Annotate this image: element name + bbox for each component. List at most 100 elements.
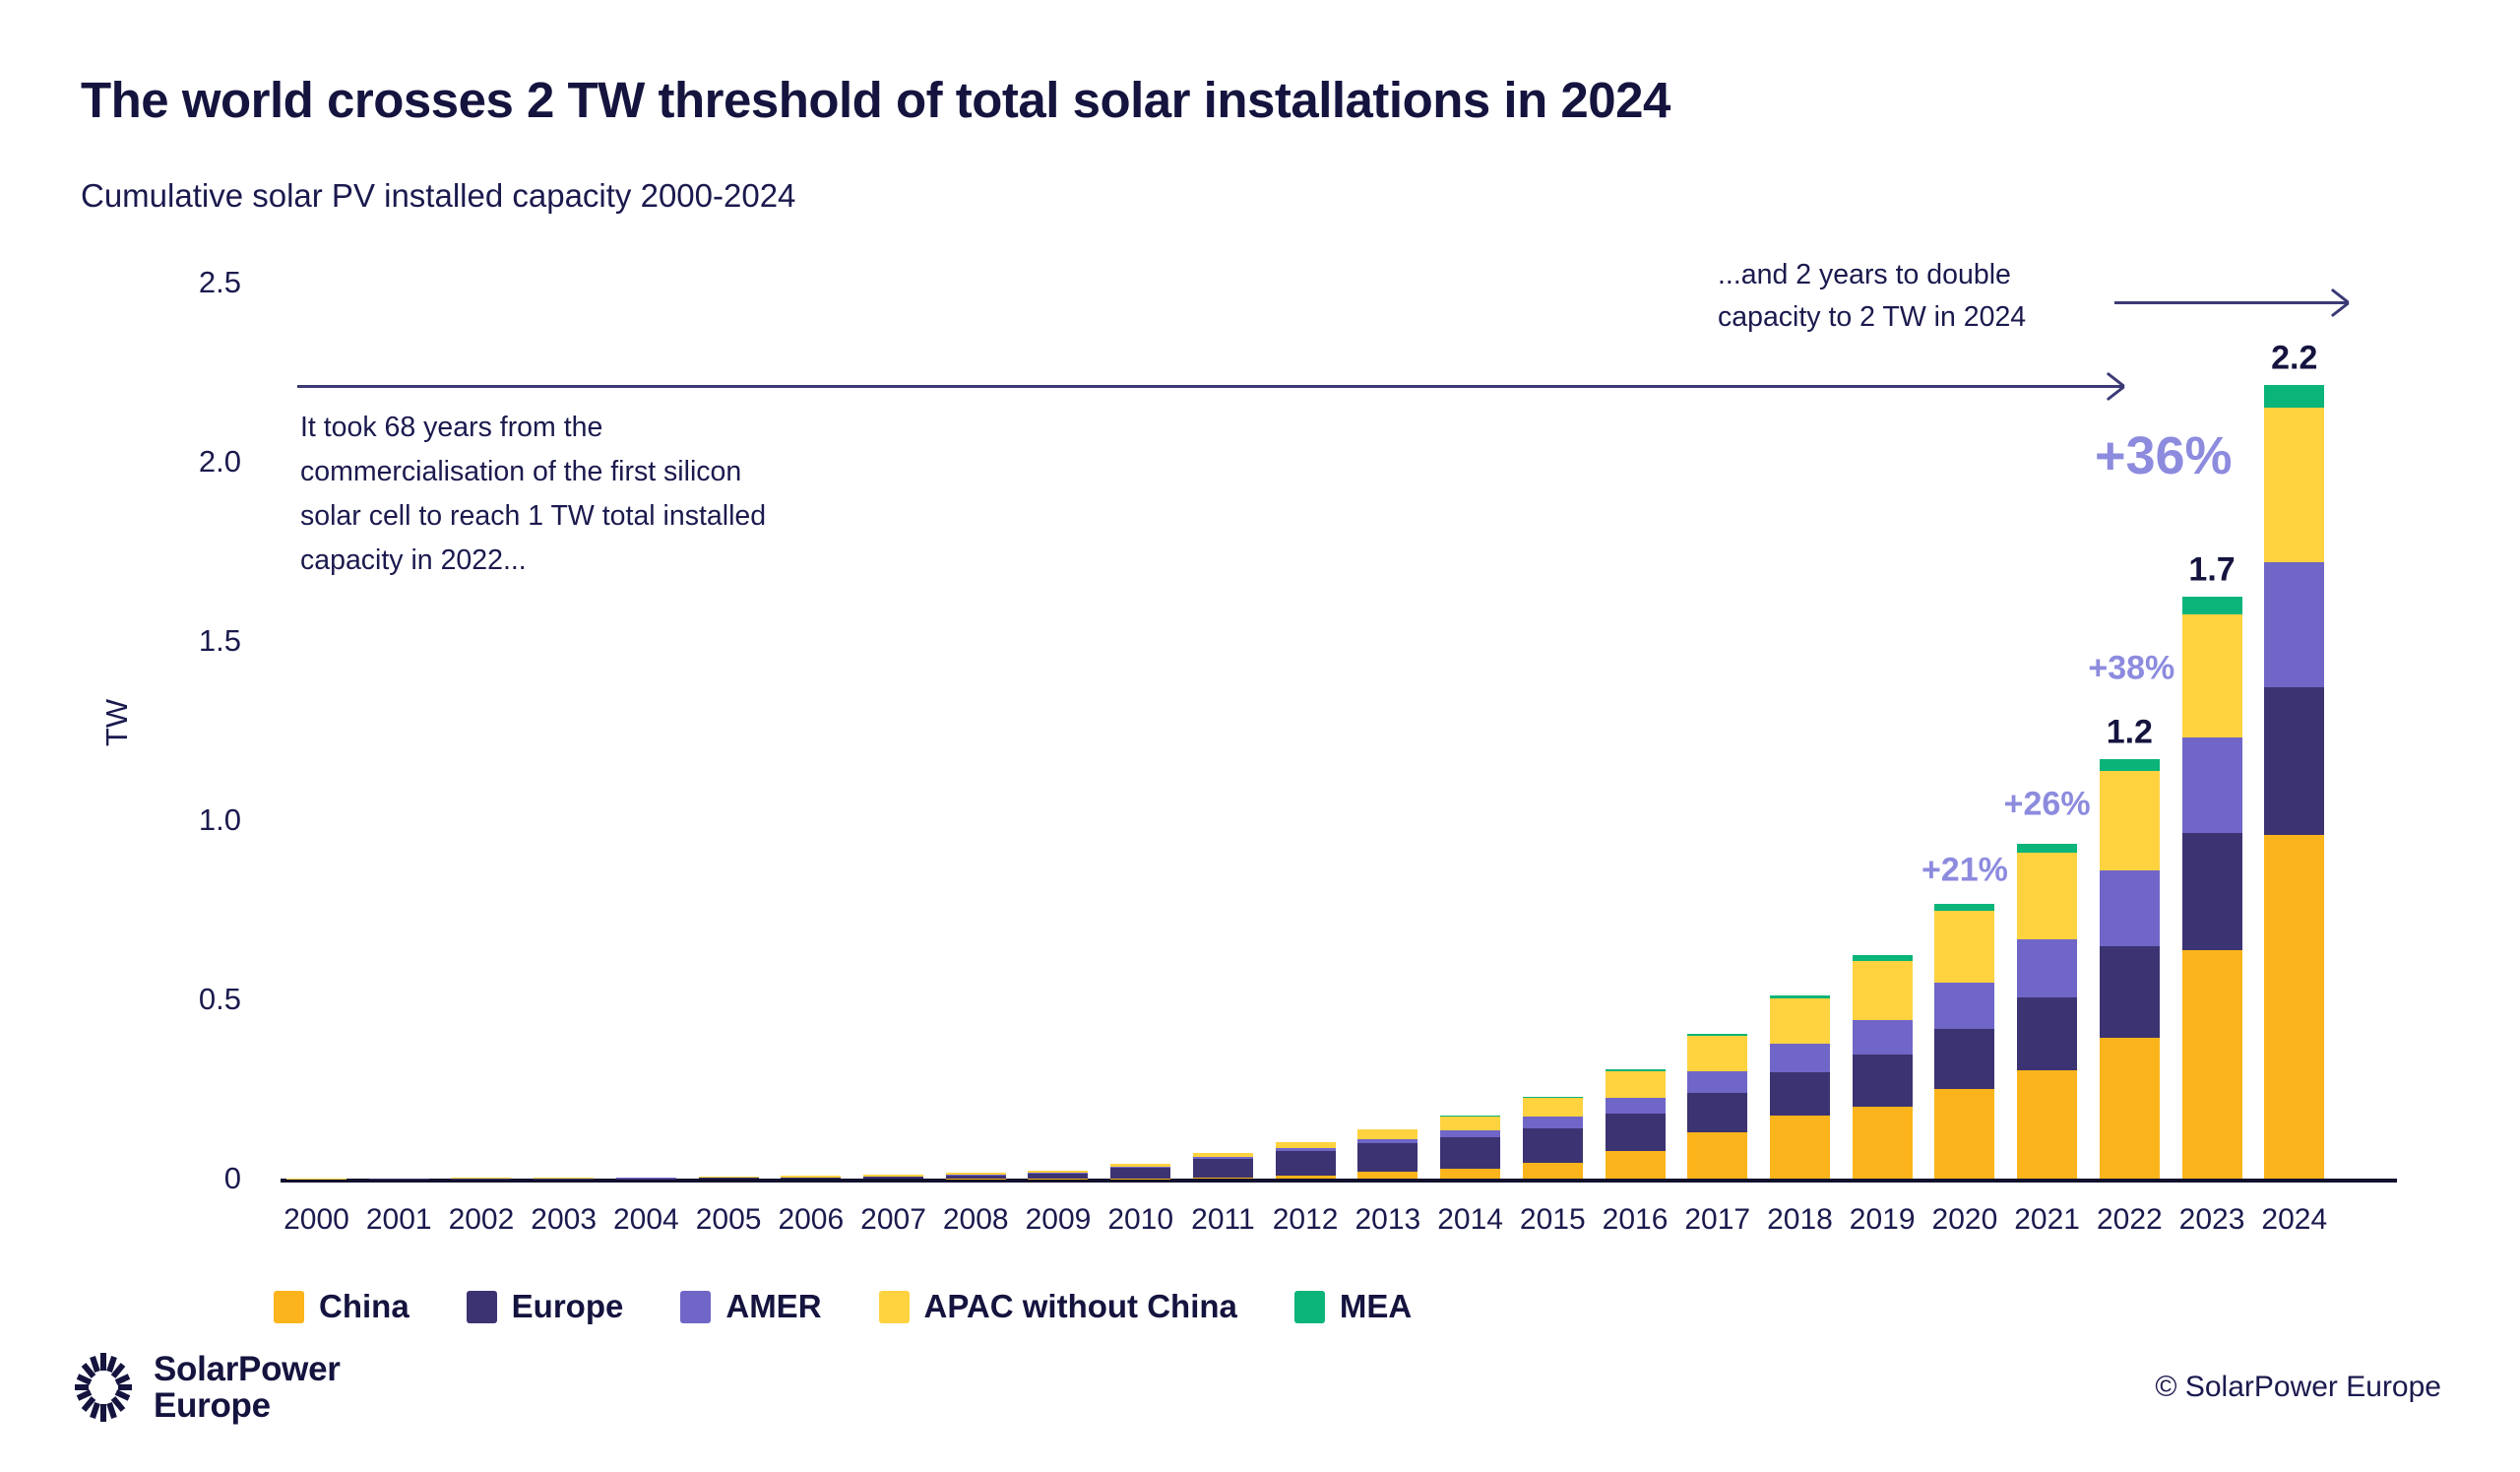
bar-2016: [1605, 1069, 1666, 1179]
bar-segment-mea: [1852, 954, 1913, 962]
bar-segment-amer: [1852, 1020, 1913, 1056]
logo-wordmark: SolarPower Europe: [154, 1351, 341, 1424]
bar-segment-amer: [2099, 870, 2160, 946]
legend-label: APAC without China: [923, 1288, 1237, 1324]
x-tick-label: 2004: [613, 1203, 679, 1236]
bar-segment-china: [2099, 1038, 2160, 1179]
bar-segment-europe: [1605, 1114, 1666, 1151]
bar-segment-apac-without-china: [1769, 997, 1830, 1045]
solarpower-europe-logo: SolarPower Europe: [71, 1351, 341, 1424]
bar-segment-europe: [1357, 1143, 1418, 1173]
x-tick-label: 2022: [2096, 1203, 2163, 1236]
bar-2023: [2181, 597, 2242, 1179]
bar-segment-europe: [1852, 1055, 1913, 1107]
bar-segment-europe: [1769, 1071, 1830, 1117]
bar-2007: [863, 1175, 924, 1179]
legend-item-europe: Europe: [466, 1288, 623, 1325]
bar-segment-europe: [698, 1178, 759, 1179]
bar-2010: [1110, 1164, 1171, 1179]
legend-label: MEA: [1339, 1288, 1413, 1324]
bar-segment-amer: [2017, 939, 2078, 998]
bar-segment-amer: [1934, 982, 1995, 1029]
bar-segment-mea: [1687, 1033, 1748, 1036]
x-tick-label: 2008: [942, 1203, 1009, 1236]
legend-item-apac-without-china: APAC without China: [878, 1288, 1237, 1325]
bar-segment-amer: [1110, 1167, 1171, 1169]
bar-segment-china: [1769, 1116, 1830, 1179]
bar-2009: [1028, 1170, 1089, 1179]
bar-2003: [534, 1178, 595, 1179]
growth-label-2022: +38%: [2088, 649, 2175, 687]
x-tick-label: 2021: [2014, 1203, 2080, 1236]
bar-segment-apac-without-china: [863, 1175, 924, 1177]
bar-segment-amer: [945, 1175, 1006, 1176]
bar-segment-amer: [1605, 1097, 1666, 1115]
bar-segment-apac-without-china: [1110, 1164, 1171, 1168]
bar-segment-europe: [863, 1177, 924, 1179]
x-tick-label: 2013: [1354, 1203, 1421, 1236]
bar-2004: [615, 1177, 676, 1179]
bar-segment-apac-without-china: [615, 1177, 676, 1179]
x-tick-label: 2007: [860, 1203, 926, 1236]
x-tick-label: 2015: [1519, 1203, 1586, 1236]
bar-segment-europe: [1440, 1137, 1501, 1169]
bar-segment-apac-without-china: [1687, 1035, 1748, 1072]
bar-segment-apac-without-china: [1440, 1116, 1501, 1130]
bar-segment-amer: [1275, 1147, 1336, 1151]
bar-segment-amer: [1192, 1157, 1253, 1160]
bar-segment-mea: [2264, 384, 2325, 409]
legend-swatch: [680, 1290, 712, 1323]
growth-label-2021: +26%: [2003, 785, 2091, 823]
y-tick-label: 0.5: [198, 982, 241, 1016]
bar-segment-apac-without-china: [1275, 1142, 1336, 1148]
bar-2019: [1852, 954, 1913, 1179]
bar-segment-china: [2264, 834, 2325, 1179]
bar-segment-apac-without-china: [1192, 1153, 1253, 1158]
legend-item-china: China: [274, 1288, 410, 1325]
bar-segment-europe: [2181, 833, 2242, 950]
y-tick-label: 1.5: [198, 623, 241, 658]
bar-2021: [2017, 844, 2078, 1179]
page-title: The world crosses 2 TW threshold of tota…: [81, 72, 1670, 128]
bar-segment-mea: [2181, 597, 2242, 614]
bar-segment-apac-without-china: [2017, 852, 2078, 940]
bar-segment-mea: [2099, 759, 2160, 771]
bar-2002: [451, 1178, 512, 1179]
x-tick-label: 2002: [448, 1203, 515, 1236]
y-tick-label: 1.0: [198, 802, 241, 837]
annotation-right-note: ...and 2 years to double capacity to 2 T…: [1718, 259, 2027, 333]
bar-segment-china: [2017, 1070, 2078, 1179]
bar-segment-europe: [781, 1177, 842, 1179]
bar-segment-europe: [1110, 1168, 1171, 1179]
bar-segment-amer: [1769, 1044, 1830, 1072]
copyright-text: © SolarPower Europe: [2155, 1371, 2441, 1403]
bar-segment-amer: [2264, 561, 2325, 688]
bar-2018: [1769, 994, 1830, 1179]
bar-segment-amer: [1687, 1071, 1748, 1093]
bar-2005: [698, 1177, 759, 1179]
bar-segment-amer: [2181, 737, 2242, 834]
bar-2020: [1934, 904, 1995, 1179]
bar-segment-china: [2181, 949, 2242, 1179]
bar-segment-china: [1852, 1106, 1913, 1179]
bar-segment-apac-without-china: [2264, 408, 2325, 562]
bar-segment-amer: [1028, 1172, 1089, 1174]
bar-segment-mea: [1440, 1115, 1501, 1117]
x-axis-line: [281, 1179, 2397, 1183]
bar-segment-china: [1687, 1131, 1748, 1179]
x-tick-label: 2023: [2178, 1203, 2245, 1236]
x-tick-label: 2012: [1272, 1203, 1339, 1236]
y-tick-label: 2.0: [198, 444, 241, 479]
legend-swatch: [878, 1290, 910, 1323]
legend-item-mea: MEA: [1293, 1288, 1413, 1325]
bar-segment-china: [1192, 1177, 1253, 1179]
bar-segment-mea: [1769, 994, 1830, 998]
total-label-2024: 2.2: [2271, 339, 2318, 377]
x-tick-label: 2019: [1849, 1203, 1916, 1236]
total-label-2023: 1.7: [2188, 550, 2236, 589]
x-tick-label: 2024: [2261, 1203, 2328, 1236]
bar-segment-apac-without-china: [945, 1173, 1006, 1176]
bar-segment-europe: [1028, 1173, 1089, 1179]
bar-segment-apac-without-china: [1522, 1098, 1583, 1118]
bar-segment-amer: [1522, 1117, 1583, 1129]
